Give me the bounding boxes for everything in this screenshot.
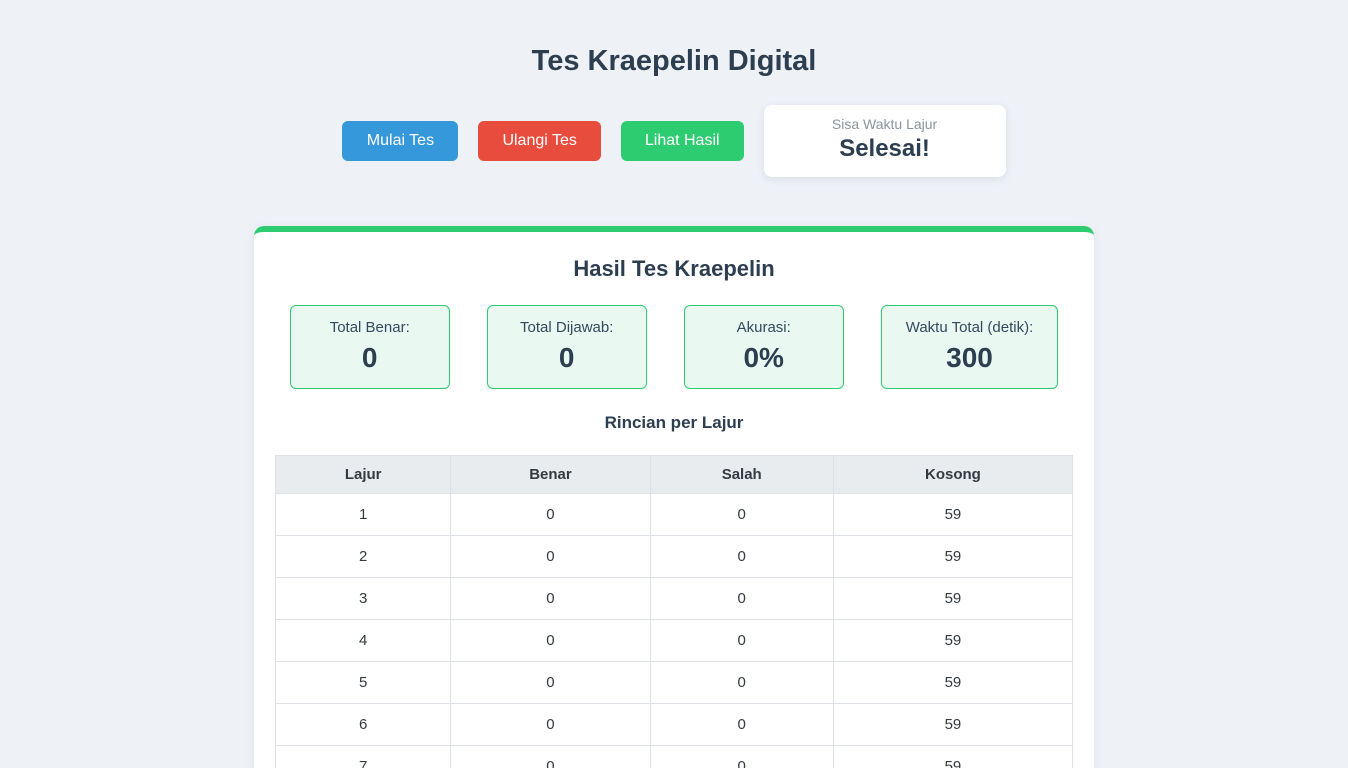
stats-row: Total Benar: 0 Total Dijawab: 0 Akurasi:…	[275, 305, 1073, 389]
table-cell: 0	[450, 577, 651, 620]
table-cell: 59	[832, 619, 1074, 662]
stat-label: Waktu Total (detik):	[905, 319, 1034, 336]
table-row: 7 0 0 59	[274, 745, 1074, 768]
lajur-table: Lajur Benar Salah Kosong 1 0 0 59 2 0 0 59 3 0 0 59 4 0 0…	[274, 455, 1074, 768]
table-cell: 0	[649, 745, 834, 768]
stat-label: Total Dijawab:	[520, 319, 614, 336]
table-cell: 6	[274, 703, 452, 746]
table-cell: 0	[649, 493, 834, 536]
timer-label: Sisa Waktu Lajur	[831, 116, 938, 132]
table-cell: 59	[832, 493, 1074, 536]
column-header-lajur: Lajur	[274, 455, 452, 494]
stat-card-akurasi: Akurasi: 0%	[683, 305, 844, 389]
column-header-kosong: Kosong	[832, 455, 1074, 494]
page-title: Tes Kraepelin Digital	[531, 45, 817, 77]
stat-card-total-dijawab: Total Dijawab: 0	[486, 305, 647, 389]
stat-value: 0%	[743, 342, 784, 373]
lajur-table-head: Lajur Benar Salah Kosong	[274, 455, 1074, 494]
stat-label: Akurasi:	[736, 319, 791, 336]
mulai-tes-button[interactable]: Mulai Tes	[342, 121, 459, 161]
table-cell: 3	[274, 577, 452, 620]
column-header-salah: Salah	[649, 455, 834, 494]
table-cell: 5	[274, 661, 452, 704]
results-card: Hasil Tes Kraepelin Total Benar: 0 Total…	[254, 226, 1094, 768]
table-cell: 0	[649, 619, 834, 662]
table-cell: 0	[649, 535, 834, 578]
table-cell: 0	[450, 703, 651, 746]
table-cell: 59	[832, 535, 1074, 578]
lihat-hasil-button[interactable]: Lihat Hasil	[620, 121, 744, 161]
table-cell: 2	[274, 535, 452, 578]
results-heading: Hasil Tes Kraepelin	[573, 256, 775, 281]
table-cell: 59	[832, 577, 1074, 620]
timer-value: Selesai!	[839, 135, 930, 162]
table-cell: 59	[832, 703, 1074, 746]
table-cell: 7	[274, 745, 452, 768]
column-header-benar: Benar	[450, 455, 651, 494]
table-cell: 0	[450, 535, 651, 578]
table-row: 6 0 0 59	[274, 703, 1074, 746]
stat-card-waktu-total: Waktu Total (detik): 300	[880, 305, 1059, 389]
table-row: 1 0 0 59	[274, 493, 1074, 536]
table-cell: 59	[832, 745, 1074, 768]
table-cell: 4	[274, 619, 452, 662]
stat-value: 0	[558, 342, 575, 373]
table-cell: 0	[450, 661, 651, 704]
table-heading: Rincian per Lajur	[604, 413, 744, 432]
table-cell: 0	[450, 493, 651, 536]
table-header-row: Lajur Benar Salah Kosong	[274, 455, 1074, 494]
table-row: 3 0 0 59	[274, 577, 1074, 620]
table-cell: 0	[450, 745, 651, 768]
timer-card: Sisa Waktu Lajur Selesai!	[763, 105, 1006, 177]
table-cell: 0	[649, 577, 834, 620]
table-row: 5 0 0 59	[274, 661, 1074, 704]
table-cell: 1	[274, 493, 452, 536]
stat-value: 300	[946, 342, 993, 373]
table-cell: 0	[649, 703, 834, 746]
table-row: 4 0 0 59	[274, 619, 1074, 662]
toolbar: Mulai Tes Ulangi Tes Lihat Hasil Sisa Wa…	[0, 105, 1348, 177]
lajur-table-body: 1 0 0 59 2 0 0 59 3 0 0 59 4 0 0 59 5 0 0 59 6 0 0 59 7 0 0 59	[274, 493, 1074, 768]
table-cell: 0	[649, 661, 834, 704]
stat-card-total-benar: Total Benar: 0	[289, 305, 450, 389]
table-cell: 0	[450, 619, 651, 662]
table-row: 2 0 0 59	[274, 535, 1074, 578]
stat-label: Total Benar:	[329, 319, 410, 336]
table-cell: 59	[832, 661, 1074, 704]
ulangi-tes-button[interactable]: Ulangi Tes	[478, 121, 601, 161]
stat-value: 0	[361, 342, 378, 373]
